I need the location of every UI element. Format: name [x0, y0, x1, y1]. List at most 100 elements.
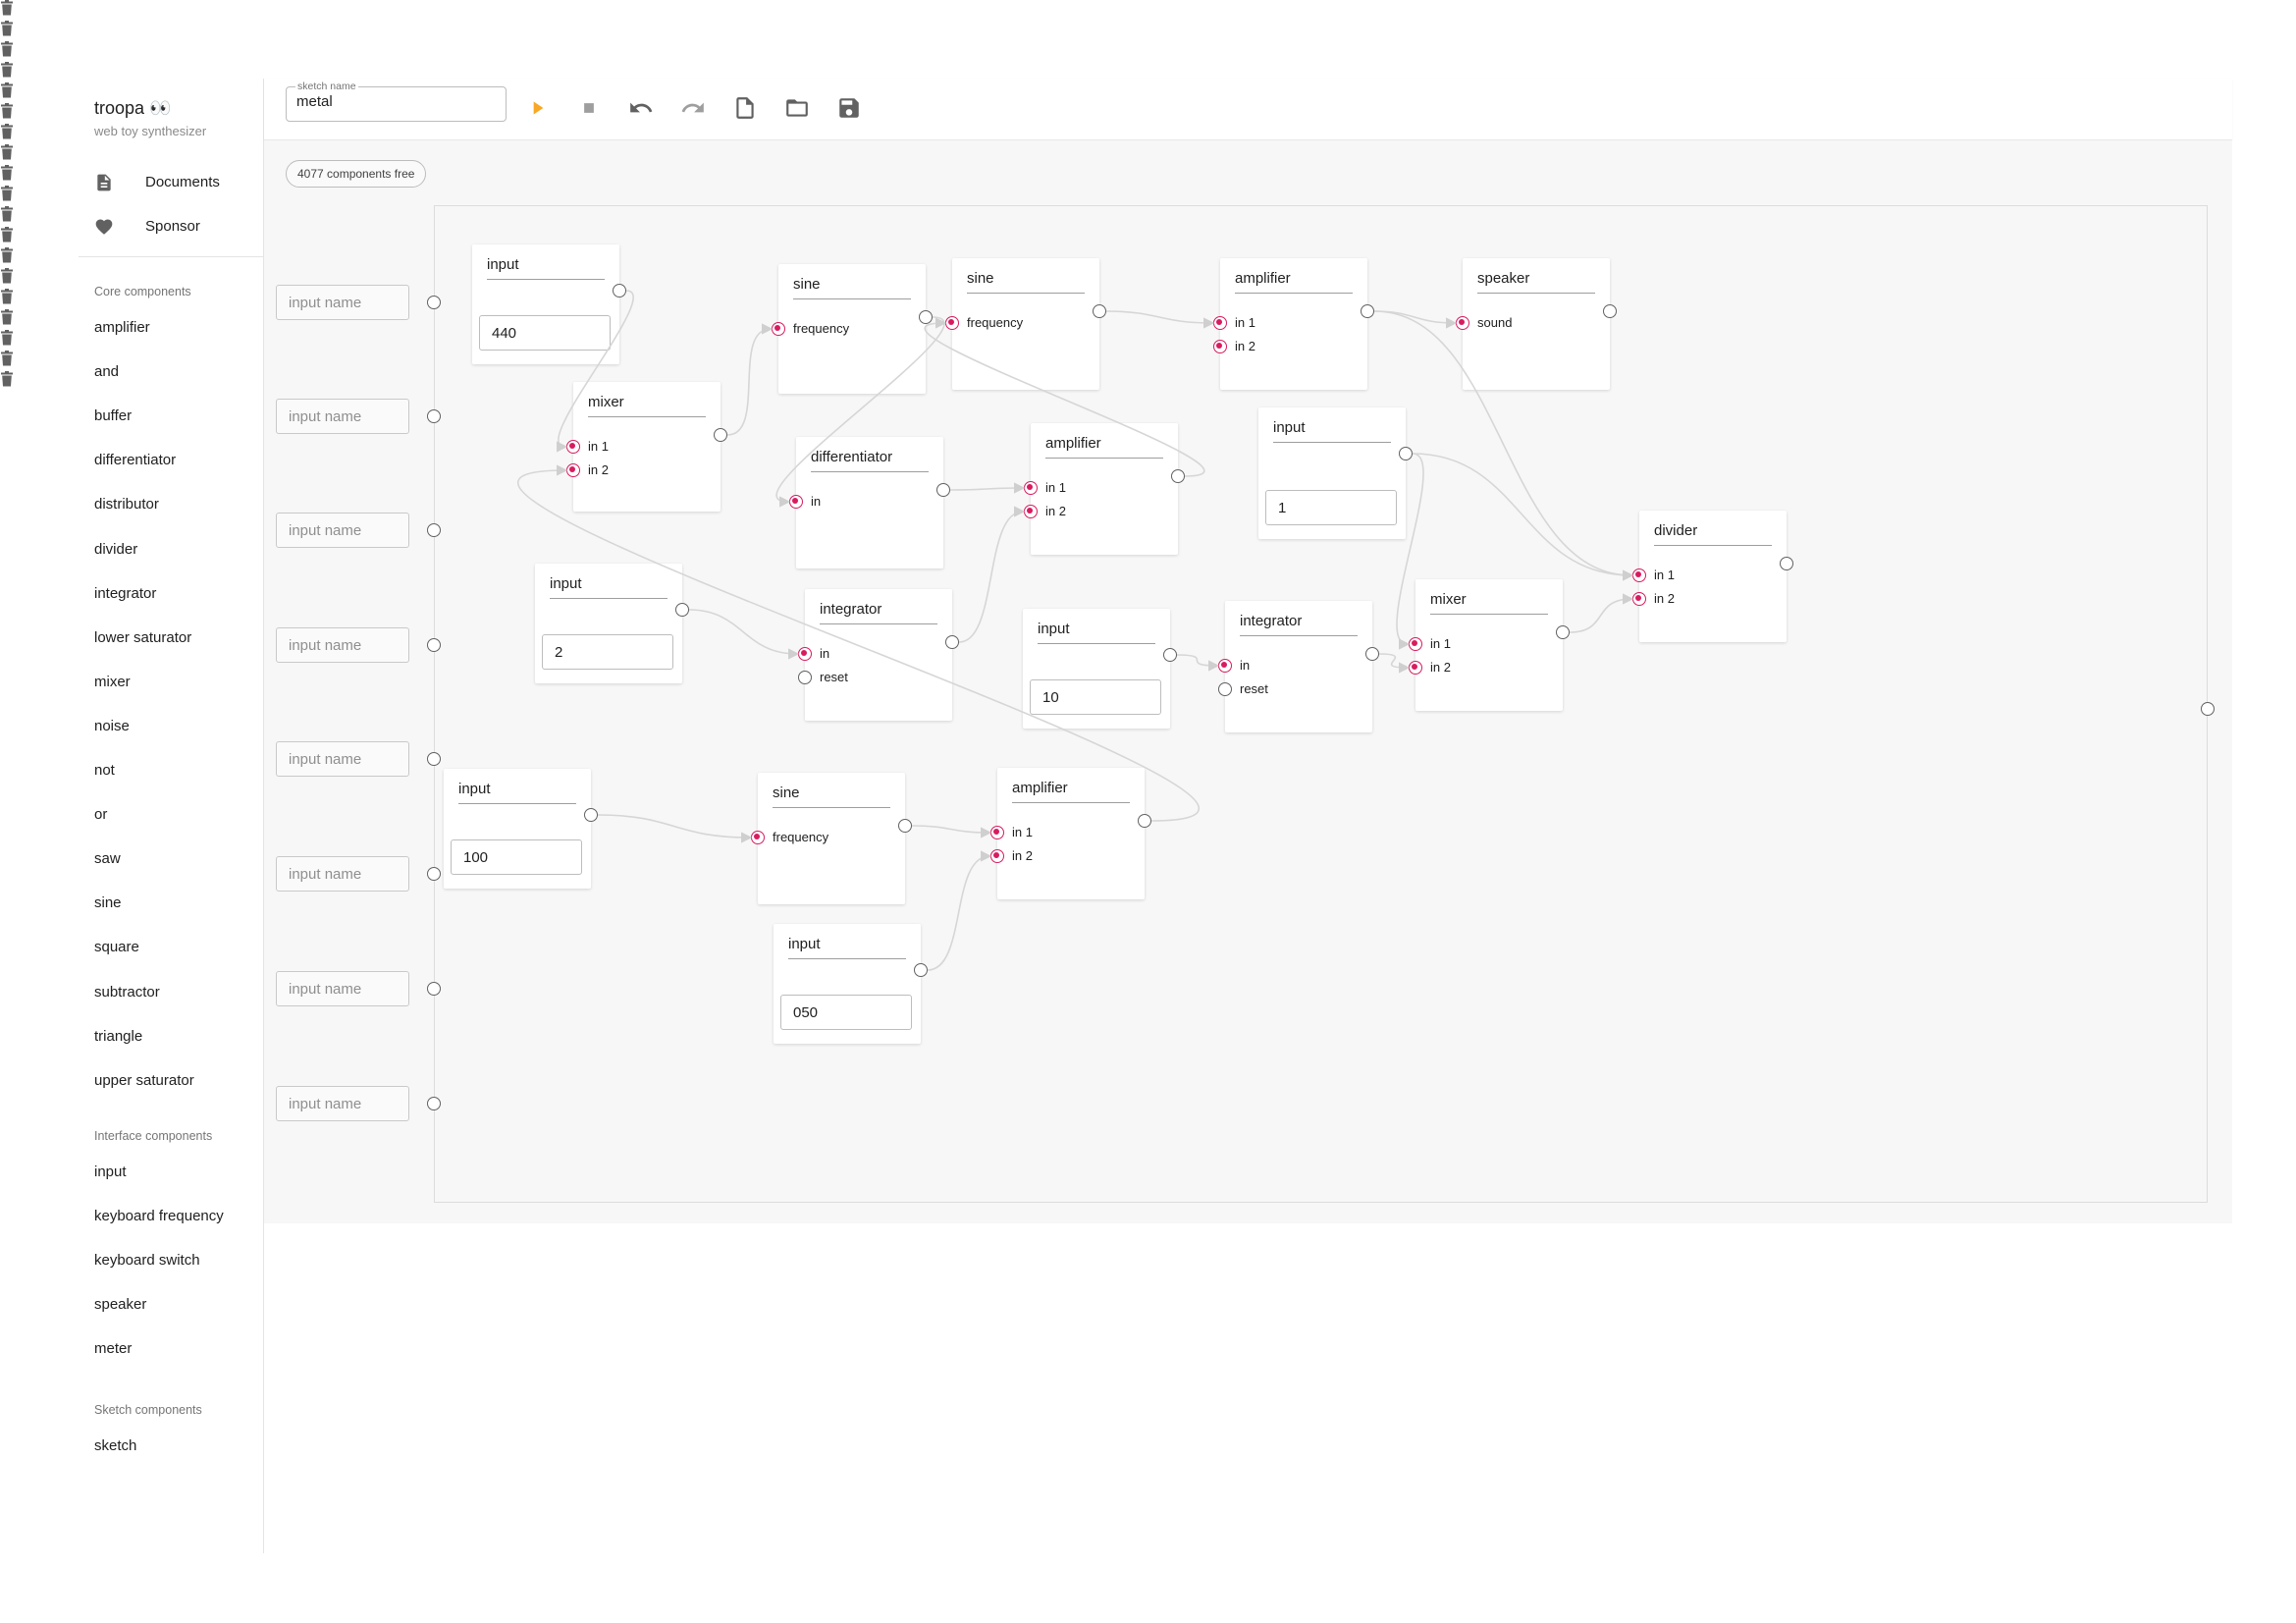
output-port[interactable] — [1093, 304, 1106, 318]
output-port[interactable] — [1171, 469, 1185, 483]
delete-node-button[interactable] — [0, 330, 2296, 351]
node-sine[interactable]: sine frequency — [945, 258, 1106, 390]
delete-node-button[interactable] — [0, 227, 2296, 247]
delete-node-button[interactable] — [0, 21, 2296, 41]
delete-node-button[interactable] — [0, 144, 2296, 165]
node-speaker[interactable]: speaker sound — [1456, 258, 1617, 390]
component-item-keyboard-frequency[interactable]: keyboard frequency — [94, 1208, 224, 1225]
external-input-field[interactable] — [276, 971, 409, 1006]
component-item-speaker[interactable]: speaker — [94, 1296, 147, 1314]
delete-node-button[interactable] — [0, 351, 2296, 371]
open-folder-button[interactable] — [784, 95, 810, 121]
external-input-port[interactable] — [427, 982, 441, 996]
delete-node-button[interactable] — [0, 165, 2296, 186]
input-port[interactable] — [945, 316, 959, 330]
component-item-noise[interactable]: noise — [94, 717, 130, 734]
delete-node-button[interactable] — [0, 186, 2296, 206]
node-sine[interactable]: sine frequency — [772, 264, 933, 394]
node-value-field[interactable] — [1030, 679, 1161, 715]
external-input-port[interactable] — [427, 523, 441, 537]
input-port[interactable] — [566, 440, 580, 454]
component-item-upper-saturator[interactable]: upper saturator — [94, 1071, 194, 1089]
node-value-input[interactable] — [1278, 500, 1384, 516]
input-port[interactable] — [1024, 481, 1038, 495]
redo-button[interactable] — [680, 95, 706, 121]
input-port[interactable] — [990, 826, 1004, 839]
save-button[interactable] — [836, 95, 862, 121]
node-input[interactable]: input — [774, 924, 928, 1044]
delete-node-button[interactable] — [0, 0, 2296, 21]
node-input[interactable]: input — [472, 244, 626, 364]
delete-node-button[interactable] — [0, 41, 2296, 62]
external-input-field[interactable] — [276, 399, 409, 434]
node-value-field[interactable] — [542, 634, 673, 670]
output-port[interactable] — [914, 963, 928, 977]
component-item-sine[interactable]: sine — [94, 894, 122, 912]
node-mixer[interactable]: mixer in 1 in 2 — [566, 382, 727, 512]
delete-node-button[interactable] — [0, 206, 2296, 227]
external-input-name[interactable] — [289, 981, 400, 998]
component-item-integrator[interactable]: integrator — [94, 584, 157, 602]
component-item-lower-saturator[interactable]: lower saturator — [94, 628, 192, 646]
output-port[interactable] — [1780, 557, 1793, 570]
sketch-name-input[interactable] — [296, 93, 493, 110]
node-input[interactable]: input — [444, 769, 598, 889]
input-port[interactable] — [1213, 316, 1227, 330]
input-port[interactable] — [1218, 682, 1232, 696]
output-port[interactable] — [898, 819, 912, 833]
external-input-port[interactable] — [427, 296, 441, 309]
external-input-name[interactable] — [289, 408, 400, 425]
delete-node-button[interactable] — [0, 371, 2296, 392]
node-input[interactable]: input — [535, 564, 689, 683]
sketch-name-field[interactable]: sketch name — [286, 81, 507, 122]
nav-item-sponsor[interactable]: Sponsor — [79, 207, 263, 246]
delete-node-button[interactable] — [0, 62, 2296, 82]
external-input-field[interactable] — [276, 513, 409, 548]
input-port[interactable] — [566, 463, 580, 477]
external-input-name[interactable] — [289, 295, 400, 311]
undo-button[interactable] — [628, 95, 654, 121]
component-item-or[interactable]: or — [94, 806, 108, 824]
input-port[interactable] — [1218, 659, 1232, 673]
node-integrator[interactable]: integrator in reset — [798, 589, 959, 721]
input-port[interactable] — [1632, 568, 1646, 582]
node-value-input[interactable] — [793, 1004, 899, 1021]
node-value-input[interactable] — [555, 644, 661, 661]
sketch-output-port[interactable] — [2201, 702, 2215, 716]
nav-item-documents[interactable]: Documents — [79, 163, 263, 202]
output-port[interactable] — [945, 635, 959, 649]
external-input-port[interactable] — [427, 409, 441, 423]
input-port[interactable] — [1409, 637, 1422, 651]
node-amplifier[interactable]: amplifier in 1 in 2 — [990, 768, 1151, 899]
node-amplifier[interactable]: amplifier in 1 in 2 — [1024, 423, 1185, 555]
input-port[interactable] — [990, 849, 1004, 863]
output-port[interactable] — [936, 483, 950, 497]
external-input-name[interactable] — [289, 751, 400, 768]
external-input-port[interactable] — [427, 752, 441, 766]
input-port[interactable] — [772, 322, 785, 336]
input-port[interactable] — [798, 647, 812, 661]
output-port[interactable] — [613, 284, 626, 298]
output-port[interactable] — [714, 428, 727, 442]
output-port[interactable] — [1138, 814, 1151, 828]
external-input-port[interactable] — [427, 867, 441, 881]
node-value-field[interactable] — [780, 995, 912, 1030]
component-item-buffer[interactable]: buffer — [94, 407, 133, 425]
component-item-saw[interactable]: saw — [94, 850, 121, 868]
node-value-field[interactable] — [451, 839, 582, 875]
external-input-field[interactable] — [276, 627, 409, 663]
component-item-sketch[interactable]: sketch — [94, 1437, 137, 1454]
external-input-name[interactable] — [289, 1096, 400, 1112]
external-input-port[interactable] — [427, 638, 441, 652]
node-divider[interactable]: divider in 1 in 2 — [1632, 511, 1793, 642]
delete-node-button[interactable] — [0, 124, 2296, 144]
component-item-distributor[interactable]: distributor — [94, 496, 159, 514]
new-file-button[interactable] — [732, 95, 758, 121]
output-port[interactable] — [1603, 304, 1617, 318]
node-sine[interactable]: sine frequency — [751, 773, 912, 904]
delete-node-button[interactable] — [0, 82, 2296, 103]
component-item-mixer[interactable]: mixer — [94, 673, 131, 690]
delete-node-button[interactable] — [0, 247, 2296, 268]
input-port[interactable] — [751, 831, 765, 844]
external-input-name[interactable] — [289, 522, 400, 539]
